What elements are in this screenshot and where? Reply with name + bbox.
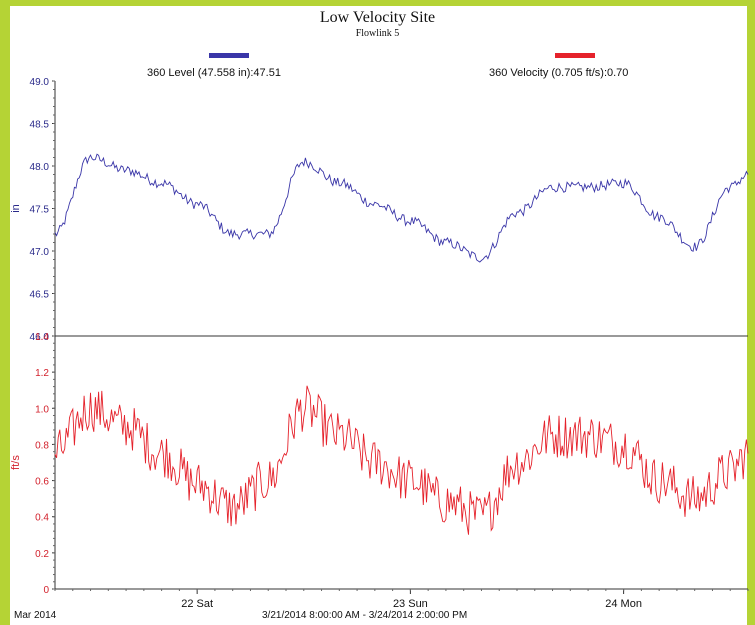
velocity-y-tick-label: 0.2 (35, 549, 49, 560)
velocity-y-axis-label: ft/s (10, 455, 22, 470)
velocity-y-tick-label: 1.0 (35, 404, 49, 415)
level-y-tick-label: 48.5 (30, 120, 50, 131)
x-tick-label: 24 Mon (605, 598, 642, 610)
chart-frame (10, 6, 747, 625)
level-y-tick-label: 46.0 (30, 332, 50, 343)
footer-date-range: 3/21/2014 8:00:00 AM - 3/24/2014 2:00:00… (262, 610, 468, 621)
level-series-line (54, 153, 749, 263)
x-tick-label: 23 Sun (393, 598, 428, 610)
velocity-y-tick-label: 0 (43, 585, 49, 596)
legend-label-level: 360 Level (47.558 in):47.51 (147, 67, 281, 79)
level-y-tick-label: 48.0 (30, 162, 50, 173)
velocity-y-tick-label: 0.6 (35, 477, 49, 488)
level-y-tick-label: 49.0 (30, 77, 50, 88)
chart-title: Low Velocity Site (319, 9, 436, 26)
level-y-tick-label: 47.0 (30, 247, 50, 258)
velocity-y-tick-label: 1.2 (35, 368, 49, 379)
velocity-y-tick-label: 0.8 (35, 440, 49, 451)
velocity-series-line (54, 385, 749, 535)
level-y-axis-label: in (10, 204, 22, 213)
legend-swatch-level (209, 53, 249, 58)
chart-subtitle: Flowlink 5 (355, 28, 400, 39)
legend-swatch-velocity (555, 53, 595, 58)
x-tick-label: 22 Sat (181, 598, 213, 610)
level-y-tick-label: 47.5 (30, 205, 50, 216)
level-y-tick-label: 46.5 (30, 290, 50, 301)
velocity-y-tick-label: 1.4 (35, 332, 49, 343)
legend-label-velocity: 360 Velocity (0.705 ft/s):0.70 (489, 67, 629, 79)
footer-month-label: Mar 2014 (14, 610, 57, 621)
velocity-y-tick-label: 0.4 (35, 513, 49, 524)
